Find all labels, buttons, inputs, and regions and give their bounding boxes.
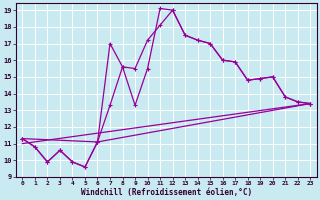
X-axis label: Windchill (Refroidissement éolien,°C): Windchill (Refroidissement éolien,°C) (81, 188, 252, 197)
